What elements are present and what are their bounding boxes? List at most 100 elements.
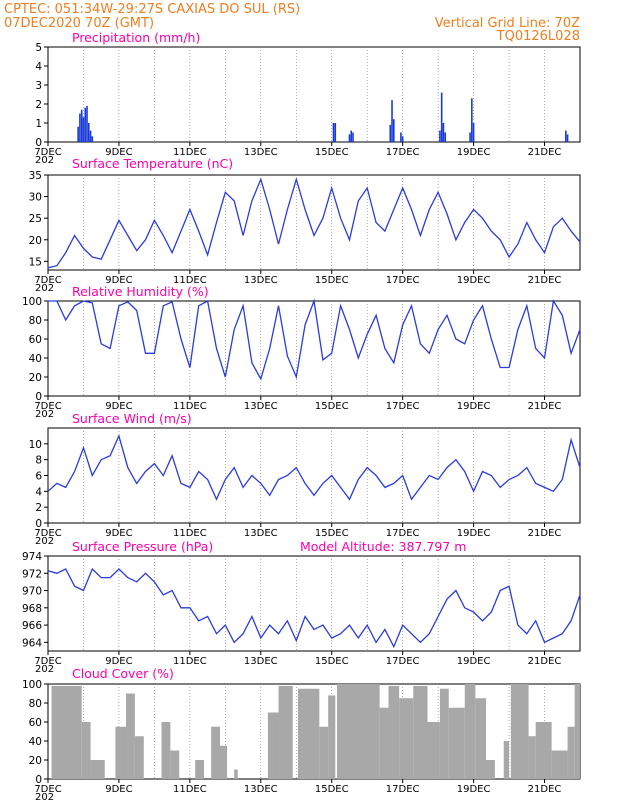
cloud-cover-area: [126, 693, 135, 779]
precip-xtick-label: 9DEC: [105, 147, 132, 158]
cloud-cover-area: [464, 684, 476, 779]
humidity-ytick-label: 40: [29, 353, 42, 365]
precip-bar: [84, 107, 87, 142]
wind-xtick-label: 17DEC: [386, 528, 420, 539]
cloud-cover-area: [448, 707, 465, 779]
header-grid-line: Vertical Grid Line: 70Z: [435, 16, 580, 31]
precip-bar: [389, 124, 392, 142]
precip-bar: [89, 130, 92, 142]
cloud-cover-area: [234, 769, 238, 779]
humidity-series-line: [48, 298, 581, 381]
wind-ytick-label: 8: [35, 455, 42, 467]
humidity-title: Relative Humidity (%): [72, 284, 209, 299]
humidity-xtick-label: 9DEC: [105, 401, 132, 412]
precip-bar: [350, 130, 353, 142]
precip-ytick-label: 3: [35, 80, 42, 92]
humidity-ytick-label: 0: [35, 391, 42, 403]
pressure-ytick-label: 972: [22, 568, 42, 580]
humidity-ytick-label: 80: [29, 315, 42, 327]
cloud-cover-area: [528, 736, 536, 779]
pressure-xtick-label: 17DEC: [386, 656, 420, 667]
temp-xtick-label: 17DEC: [386, 275, 420, 286]
temp-ytick-label: 30: [29, 192, 42, 204]
pressure-xtick-label: 7DEC: [34, 656, 61, 667]
cloud-cover-area: [195, 760, 205, 779]
precip-bar: [86, 105, 88, 142]
humidity-xtick-label: 11DEC: [173, 401, 207, 412]
precip-bar: [348, 134, 351, 142]
cloud-cover-area: [574, 684, 580, 779]
precip-bar: [472, 123, 475, 142]
cloud-xtick-label: 15DEC: [315, 784, 349, 795]
pressure-xtick-label: 11DEC: [173, 656, 207, 667]
pressure-xtick-label: 9DEC: [105, 656, 132, 667]
header-model: TQ0126L028: [496, 29, 580, 44]
precip-bar: [391, 100, 393, 142]
precip-xtick-label: 11DEC: [173, 147, 207, 158]
precip-bar: [79, 113, 81, 142]
pressure-frame: [47, 555, 581, 652]
humidity-ytick-label: 20: [29, 372, 42, 384]
temp-year-marker: 202: [35, 283, 54, 294]
cloud-cover-area: [388, 685, 400, 779]
wind-ytick-label: 2: [35, 502, 42, 514]
temp-xtick-label: 9DEC: [105, 275, 132, 286]
precip-bar: [471, 98, 473, 142]
cloud-cover-area: [161, 722, 171, 779]
panels: 0 1 2 3 4 5 7DEC 9DEC 11DEC 13DEC 15DEC 17DEC 19DEC 2…: [22, 42, 581, 800]
temp-xtick-label: 15DEC: [315, 275, 349, 286]
cloud-cover-area: [319, 726, 329, 779]
humidity-xtick-label: 21DEC: [528, 401, 562, 412]
temp-xtick-label: 13DEC: [244, 275, 278, 286]
temp-ytick-label: 25: [29, 213, 42, 225]
cloud-cover-area: [413, 685, 428, 779]
precip-xtick-label: 17DEC: [386, 147, 420, 158]
pressure-xtick-label: 13DEC: [244, 656, 278, 667]
cloud-cover-area: [51, 685, 82, 779]
wind-xtick-label: 11DEC: [173, 528, 207, 539]
cloud-cover-area: [267, 712, 279, 779]
precip-bar: [82, 117, 85, 142]
precip-bar: [332, 123, 335, 142]
precip-bar: [393, 119, 395, 142]
precip-bar: [87, 123, 90, 142]
temp-xtick-label: 19DEC: [457, 275, 491, 286]
precip-bar: [565, 130, 567, 142]
humidity-xtick-label: 17DEC: [386, 401, 420, 412]
cloud-ytick-label: 60: [29, 717, 42, 729]
pressure-ytick-label: 968: [22, 603, 42, 615]
cloud-cover-area: [567, 726, 575, 779]
precip-xtick-label: 21DEC: [528, 147, 562, 158]
precip-bar: [77, 126, 79, 142]
temp-ytick-label: 15: [29, 256, 42, 268]
cloud-ytick-label: 20: [29, 755, 42, 767]
cloud-cover-area: [170, 750, 180, 779]
cloud-year-marker: 202: [35, 792, 54, 800]
cloud-cover-area: [298, 688, 320, 779]
cloud-cover-area: [399, 698, 414, 779]
precip-ytick-label: 5: [35, 42, 42, 54]
cloud-cover-area: [439, 688, 449, 779]
temp-series-line: [47, 176, 581, 269]
precip-ytick-label: 2: [35, 99, 42, 111]
cloud-cover-area: [278, 685, 293, 779]
cloud-xtick-label: 13DEC: [244, 784, 278, 795]
wind-title: Surface Wind (m/s): [72, 411, 192, 426]
humidity-xtick-label: 15DEC: [315, 401, 349, 412]
wind-xtick-label: 7DEC: [34, 528, 61, 539]
model-altitude: Model Altitude: 387.797 m: [300, 539, 466, 554]
cloud-cover-area: [134, 736, 144, 779]
humidity-xtick-label: 19DEC: [457, 401, 491, 412]
precip-frame: [47, 46, 581, 143]
cloud-cover-area: [211, 726, 221, 779]
cloud-cover-area: [510, 684, 529, 779]
cloud-ytick-label: 80: [29, 698, 42, 710]
cloud-cover-area: [475, 698, 487, 779]
precip-xtick-label: 13DEC: [244, 147, 278, 158]
pressure-ytick-label: 964: [22, 637, 42, 649]
pressure-series-line: [47, 567, 581, 649]
precip-ytick-label: 4: [35, 61, 42, 73]
cloud-xtick-label: 17DEC: [386, 784, 420, 795]
wind-series-line: [47, 433, 581, 501]
